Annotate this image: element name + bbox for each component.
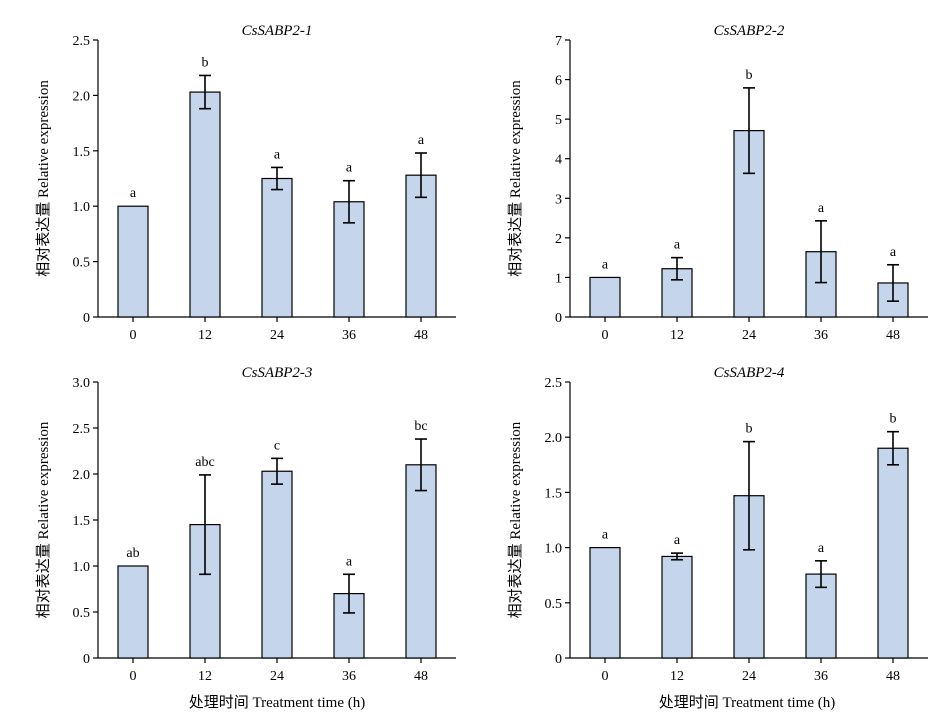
x-tick-label: 36 [342, 328, 356, 343]
bar-0 [589, 546, 621, 659]
significance-label: a [818, 541, 825, 556]
chart-panel-1: CsSABP2-1 相对表达量 Relative expression 0 0.5 1.… [35, 23, 456, 343]
significance-label: abc [195, 455, 214, 470]
significance-label: a [674, 238, 681, 253]
significance-label: bc [414, 419, 427, 434]
y-tick-label: 1.5 [73, 145, 91, 160]
bar-0 [117, 565, 149, 659]
y-tick-label: 0.5 [73, 256, 91, 271]
chart-panel-4: CsSABP2-4 相对表达量 Relative expression 0 0.5 1.… [507, 365, 928, 684]
x-tick-label: 48 [886, 669, 900, 684]
significance-label: a [890, 245, 897, 260]
significance-label: a [346, 161, 353, 176]
significance-label: b [202, 55, 209, 70]
x-tick-label: 24 [270, 328, 284, 343]
bar-12 [189, 91, 221, 318]
bar-48 [405, 174, 437, 318]
y-axis-label: 相对表达量 Relative expression [35, 421, 52, 618]
y-axis-label: 相对表达量 Relative expression [35, 80, 52, 277]
significance-label: b [890, 412, 897, 427]
x-axis-label-right: 处理时间 Treatment time (h) [659, 694, 836, 711]
significance-label: a [602, 257, 609, 272]
x-tick-label: 0 [602, 328, 609, 343]
y-tick-label: 0 [83, 652, 90, 667]
x-tick-label: 0 [130, 328, 137, 343]
y-tick-label: 4 [555, 153, 562, 168]
bar-48 [877, 447, 909, 659]
chart-title: CsSABP2-3 [242, 365, 313, 381]
significance-label: a [274, 147, 281, 162]
bar-12 [661, 555, 693, 659]
significance-label: a [818, 201, 825, 216]
y-tick-label: 3 [555, 192, 562, 207]
chart-title: CsSABP2-4 [714, 365, 785, 381]
x-tick-label: 0 [130, 669, 137, 684]
y-tick-label: 0 [83, 311, 90, 326]
x-tick-label: 24 [270, 669, 284, 684]
y-axis-label: 相对表达量 Relative expression [507, 421, 524, 618]
x-tick-label: 12 [198, 328, 212, 343]
y-tick-label: 0 [555, 652, 562, 667]
x-tick-label: 36 [814, 669, 828, 684]
significance-label: b [746, 422, 753, 437]
y-tick-label: 3.0 [73, 376, 91, 391]
chart-title: CsSABP2-2 [714, 23, 785, 39]
bar-0 [117, 205, 149, 318]
x-tick-label: 36 [814, 328, 828, 343]
x-tick-label: 24 [742, 669, 756, 684]
x-tick-label: 12 [198, 669, 212, 684]
bar-24 [261, 177, 293, 318]
bar-48 [405, 464, 437, 659]
chart-panel-3: CsSABP2-3 相对表达量 Relative expression 0 0.5 1.… [35, 365, 456, 684]
y-tick-label: 0 [555, 311, 562, 326]
chart-panels: CsSABP2-1 相对表达量 Relative expression 0 0.5 1.… [35, 23, 928, 684]
y-axis-label: 相对表达量 Relative expression [507, 80, 524, 277]
y-tick-label: 1.0 [73, 560, 91, 575]
significance-label: c [274, 438, 280, 453]
x-tick-label: 48 [414, 328, 428, 343]
significance-label: ab [126, 546, 139, 561]
significance-label: a [130, 186, 137, 201]
y-tick-label: 5 [555, 113, 562, 128]
y-tick-label: 6 [555, 74, 562, 89]
x-tick-label: 0 [602, 669, 609, 684]
x-axis-label-left: 处理时间 Treatment time (h) [189, 694, 366, 711]
chart-title: CsSABP2-1 [242, 23, 313, 39]
significance-label: a [346, 554, 353, 569]
x-tick-label: 12 [670, 328, 684, 343]
y-tick-label: 2.5 [545, 376, 563, 391]
y-tick-label: 0.5 [545, 597, 563, 612]
x-tick-label: 12 [670, 669, 684, 684]
significance-label: a [674, 533, 681, 548]
y-tick-label: 1.5 [73, 514, 91, 529]
significance-label: a [418, 133, 425, 148]
y-tick-label: 1 [555, 271, 562, 286]
x-tick-label: 48 [414, 669, 428, 684]
y-tick-label: 2.0 [73, 89, 91, 104]
significance-label: a [602, 528, 609, 543]
y-tick-label: 1.0 [73, 200, 91, 215]
bar-0 [589, 276, 621, 318]
y-tick-label: 7 [555, 34, 562, 49]
significance-label: b [746, 68, 753, 83]
y-tick-label: 2.5 [73, 422, 91, 437]
y-tick-label: 2.0 [73, 468, 91, 483]
x-tick-label: 48 [886, 328, 900, 343]
bar-24 [261, 470, 293, 659]
y-tick-label: 0.5 [73, 606, 91, 621]
x-tick-label: 24 [742, 328, 756, 343]
y-tick-label: 1.0 [545, 542, 563, 557]
y-tick-label: 1.5 [545, 486, 563, 501]
y-tick-label: 2 [555, 232, 562, 247]
y-tick-label: 2.0 [545, 431, 563, 446]
y-tick-label: 2.5 [73, 34, 91, 49]
x-tick-label: 36 [342, 669, 356, 684]
